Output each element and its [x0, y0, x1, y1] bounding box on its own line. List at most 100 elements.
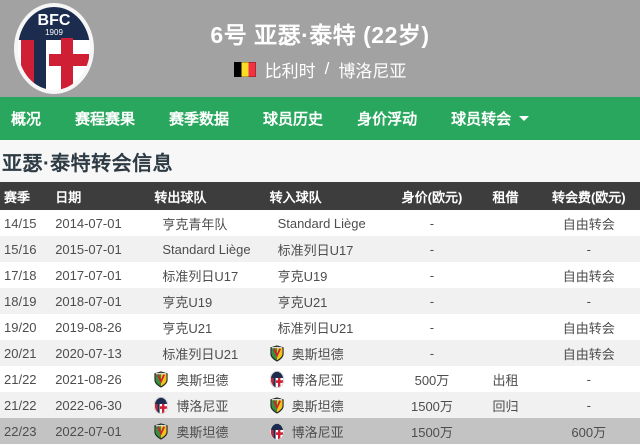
cell-to-team: 亨克U21 [266, 288, 391, 314]
cell-value: - [429, 267, 435, 283]
cell-season: 21/22 [4, 397, 37, 413]
nav-item-value-changes[interactable]: 身价浮动 [357, 111, 418, 128]
cell-date: 2018-07-01 [55, 293, 122, 309]
cell-fee: 自由转会 [562, 268, 615, 284]
cell-season: 22/23 [4, 423, 37, 439]
cell-to-team: 奥斯坦德 [266, 340, 391, 366]
transfer-table-body: 14/15 2014-07-01 亨克青年队 Standard Liège - … [0, 210, 640, 444]
cell-value: - [429, 241, 435, 257]
cell-to-team: 标准列日U17 [266, 236, 391, 262]
team-link[interactable]: 亨克U21 [277, 294, 328, 310]
cell-from-team: 博洛尼亚 [150, 392, 265, 418]
oostende-logo-icon [270, 345, 284, 362]
team-link[interactable]: 奥斯坦德 [291, 346, 344, 362]
col-fee: 转会费(欧元) [537, 182, 640, 210]
section-title-bar: 亚瑟·泰特转会信息 [0, 140, 640, 182]
bologna-logo-icon [270, 371, 284, 388]
nav-item-overview[interactable]: 概况 [11, 111, 42, 128]
cell-to-team: 博洛尼亚 [266, 418, 391, 444]
cell-date: 2015-07-01 [55, 241, 122, 257]
cell-date: 2019-08-26 [55, 319, 122, 335]
col-value: 身价(欧元) [390, 182, 474, 210]
cell-fee: - [586, 371, 591, 387]
nav-item-player-history[interactable]: 球员历史 [263, 111, 324, 128]
cell-from-team: 亨克U19 [150, 288, 265, 314]
cell-to-team: 亨克U19 [266, 262, 391, 288]
nav-item-transfers[interactable]: 球员转会 [434, 97, 546, 140]
cell-loan [474, 262, 538, 288]
col-to-team: 转入球队 [265, 182, 391, 210]
cell-loan [474, 210, 538, 236]
nav-item-season-stats[interactable]: 赛季数据 [169, 111, 230, 128]
team-link[interactable]: 博洛尼亚 [291, 424, 344, 440]
table-row[interactable]: 15/16 2015-07-01 Standard Liège 标准列日U17 … [0, 236, 640, 262]
transfer-table: 赛季 日期 转出球队 转入球队 身价(欧元) 租借 转会费(欧元) 14/15 … [0, 182, 640, 444]
cell-value: - [429, 345, 435, 361]
team-link[interactable]: 标准列日U21 [162, 346, 239, 362]
team-link[interactable]: 奥斯坦德 [176, 424, 229, 440]
player-club: 博洛尼亚 [338, 61, 407, 81]
cell-fee: 自由转会 [562, 346, 615, 362]
crest-text-year: 1909 [45, 28, 63, 37]
col-from-team: 转出球队 [150, 182, 266, 210]
team-link[interactable]: 亨克U19 [162, 294, 213, 310]
cell-from-team: 标准列日U17 [150, 262, 265, 288]
cell-fee: - [586, 241, 591, 257]
cell-date: 2022-07-01 [55, 423, 122, 439]
table-row[interactable]: 18/19 2018-07-01 亨克U19 亨克U21 - - [0, 288, 640, 314]
team-link[interactable]: 亨克青年队 [162, 216, 228, 232]
cell-value: 1500万 [410, 424, 453, 440]
cell-date: 2020-07-13 [55, 345, 122, 361]
oostende-logo-icon [270, 397, 284, 414]
table-row[interactable]: 14/15 2014-07-01 亨克青年队 Standard Liège - … [0, 210, 640, 236]
team-link[interactable]: 奥斯坦德 [176, 372, 229, 388]
cell-date: 2022-06-30 [55, 397, 122, 413]
cell-from-team: Standard Liège [150, 236, 265, 262]
table-row[interactable]: 20/21 2020-07-13 标准列日U21 奥斯坦德 - 自由转会 [0, 340, 640, 366]
team-link[interactable]: 博洛尼亚 [291, 372, 344, 388]
team-link[interactable]: Standard Liège [162, 241, 251, 257]
cell-season: 18/19 [4, 293, 37, 309]
table-row[interactable]: 17/18 2017-07-01 标准列日U17 亨克U19 - 自由转会 [0, 262, 640, 288]
cell-loan [474, 288, 538, 314]
table-row[interactable]: 21/22 2021-08-26 奥斯坦德 博洛尼亚 500万 出租 - [0, 366, 640, 392]
cell-from-team: 奥斯坦德 [150, 418, 265, 444]
cell-fee: - [586, 397, 591, 413]
cell-loan [474, 418, 538, 444]
team-link[interactable]: 亨克U21 [162, 320, 213, 336]
cell-loan [474, 236, 538, 262]
cell-date: 2021-08-26 [55, 371, 122, 387]
nav-item-fixtures[interactable]: 赛程赛果 [75, 111, 136, 128]
team-link[interactable]: Standard Liège [277, 215, 366, 231]
team-link[interactable]: 亨克U19 [277, 268, 328, 284]
table-row[interactable]: 22/23 2022-07-01 奥斯坦德 博洛尼亚 1500万 600万 [0, 418, 640, 444]
team-link[interactable]: 博洛尼亚 [176, 398, 229, 414]
cell-value: - [429, 293, 435, 309]
cell-to-team: 奥斯坦德 [266, 392, 391, 418]
oostende-logo-icon [154, 423, 168, 440]
col-loan: 租借 [473, 182, 538, 210]
table-row[interactable]: 19/20 2019-08-26 亨克U21 标准列日U21 - 自由转会 [0, 314, 640, 340]
cell-loan [474, 340, 538, 366]
bologna-logo-icon [270, 423, 284, 440]
team-link[interactable]: 奥斯坦德 [291, 398, 344, 414]
team-link[interactable]: 标准列日U17 [162, 268, 239, 284]
cell-from-team: 奥斯坦德 [150, 366, 265, 392]
cell-to-team: 博洛尼亚 [266, 366, 391, 392]
cell-loan: 出租 [492, 372, 519, 388]
cell-season: 20/21 [4, 345, 37, 361]
main-nav: 概况 赛程赛果 赛季数据 球员历史 身价浮动 球员转会 [0, 97, 640, 140]
cell-from-team: 标准列日U21 [150, 340, 265, 366]
cell-fee: 自由转会 [562, 216, 615, 232]
oostende-logo-icon [154, 371, 168, 388]
team-link[interactable]: 标准列日U17 [277, 242, 354, 258]
team-link[interactable]: 标准列日U21 [277, 320, 354, 336]
table-row[interactable]: 21/22 2022-06-30 博洛尼亚 奥斯坦德 1500万 回归 - [0, 392, 640, 418]
subtitle-separator: / [324, 59, 330, 78]
cell-value: - [429, 215, 435, 231]
cell-value: - [429, 319, 435, 335]
cell-date: 2017-07-01 [55, 267, 122, 283]
col-season: 赛季 [0, 182, 52, 210]
cell-season: 15/16 [4, 241, 37, 257]
cell-fee: 600万 [571, 424, 607, 440]
